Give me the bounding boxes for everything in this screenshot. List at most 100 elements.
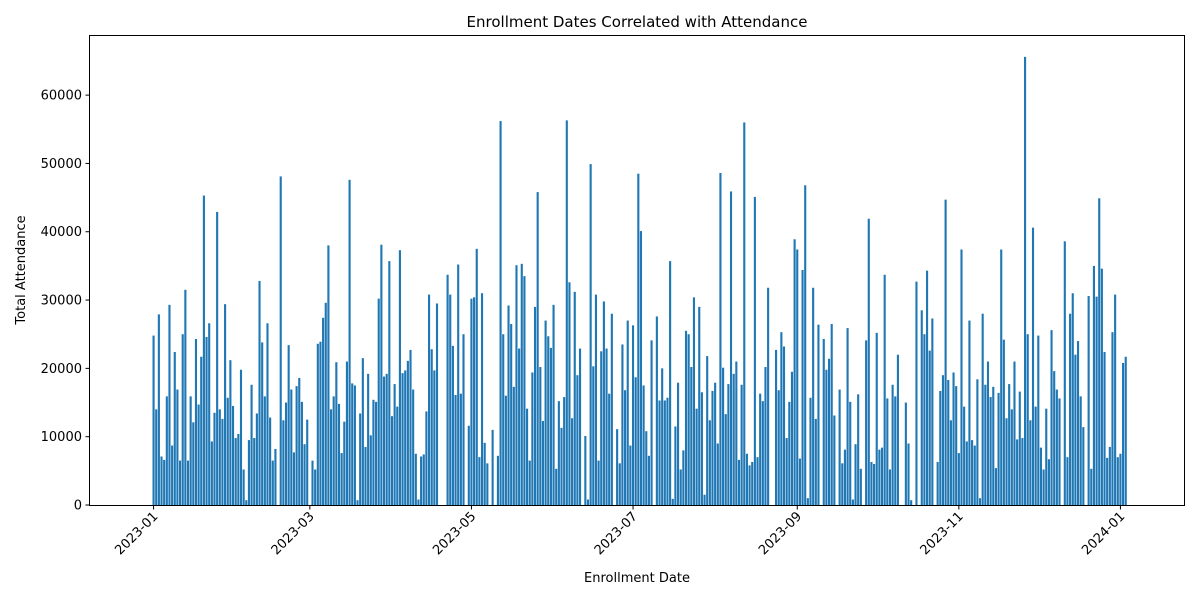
- bar: [814, 418, 817, 505]
- bar: [923, 334, 926, 505]
- bar: [1034, 406, 1037, 505]
- bar: [353, 385, 356, 505]
- bar: [451, 345, 454, 505]
- bar: [512, 386, 515, 505]
- bar: [1047, 459, 1050, 505]
- bar: [655, 316, 658, 505]
- bar: [984, 384, 987, 505]
- bar: [647, 455, 650, 505]
- bar: [568, 282, 571, 505]
- bar: [234, 438, 237, 505]
- bar: [1055, 389, 1058, 505]
- bar: [878, 449, 881, 505]
- bar: [1026, 334, 1029, 505]
- bar: [849, 401, 852, 505]
- bar: [586, 499, 590, 505]
- bar: [417, 499, 420, 505]
- bar: [941, 375, 945, 505]
- bar: [388, 261, 391, 505]
- bar: [894, 396, 897, 505]
- bar: [229, 360, 232, 505]
- bar: [239, 369, 243, 505]
- bar: [806, 498, 809, 505]
- bar: [804, 185, 807, 506]
- bar: [637, 173, 640, 505]
- bar: [483, 442, 486, 505]
- bar: [780, 332, 783, 505]
- bar: [459, 393, 462, 505]
- bar: [907, 443, 910, 505]
- bar: [994, 468, 997, 505]
- plot-frame: [89, 35, 1185, 506]
- bar: [926, 270, 929, 505]
- bar: [1042, 469, 1045, 505]
- bar: [830, 323, 833, 505]
- bar: [226, 397, 229, 505]
- bar: [367, 373, 370, 505]
- bar: [186, 460, 190, 505]
- bar: [255, 413, 258, 505]
- bar: [989, 397, 992, 505]
- bar: [949, 420, 952, 505]
- bar: [968, 320, 971, 505]
- bar: [372, 399, 375, 505]
- bar: [963, 406, 966, 505]
- bar: [851, 499, 854, 505]
- bar: [160, 456, 163, 505]
- bar: [531, 372, 534, 505]
- bar: [1031, 227, 1035, 505]
- bar: [526, 408, 529, 505]
- bar: [616, 429, 619, 505]
- bar: [608, 393, 611, 505]
- bar: [287, 345, 290, 505]
- y-axis: 0 10000 20000 30000 40000 50000 60000: [41, 89, 90, 514]
- bar: [986, 361, 990, 505]
- bar: [375, 401, 378, 505]
- bar: [838, 389, 841, 505]
- bar: [491, 429, 494, 505]
- bar: [1116, 457, 1119, 505]
- bar: [812, 287, 815, 505]
- bar: [846, 328, 849, 505]
- bar: [245, 500, 248, 505]
- bar: [282, 420, 285, 505]
- bar: [433, 370, 436, 505]
- bar: [597, 460, 600, 505]
- bar: [533, 306, 537, 505]
- bar: [197, 404, 200, 505]
- bar: [396, 406, 399, 505]
- bar: [920, 310, 923, 505]
- bar: [1076, 341, 1080, 505]
- bar: [385, 373, 388, 505]
- bar: [208, 323, 211, 505]
- bar: [677, 382, 680, 505]
- bar: [827, 358, 831, 505]
- bar: [650, 340, 653, 505]
- bar: [661, 368, 664, 505]
- bar: [1114, 294, 1117, 505]
- bar: [279, 176, 282, 505]
- bar: [547, 336, 550, 505]
- bar: [1092, 265, 1095, 505]
- bar: [1045, 408, 1048, 505]
- bar: [880, 447, 884, 505]
- bar: [306, 419, 309, 505]
- bar: [425, 411, 428, 505]
- bar: [724, 414, 727, 505]
- bar: [502, 334, 505, 505]
- bar: [1008, 384, 1011, 505]
- bar: [1002, 339, 1005, 505]
- y-axis-label: Total Attendance: [14, 215, 29, 325]
- bar: [639, 231, 643, 505]
- bar: [155, 409, 158, 505]
- bar: [290, 389, 293, 505]
- bar: [536, 192, 539, 505]
- bar: [475, 248, 478, 505]
- bar: [449, 294, 452, 505]
- bar: [782, 346, 786, 505]
- bar: [510, 323, 513, 505]
- bar: [284, 402, 288, 505]
- bar: [775, 349, 778, 505]
- bar: [565, 120, 568, 505]
- bar: [1069, 313, 1072, 505]
